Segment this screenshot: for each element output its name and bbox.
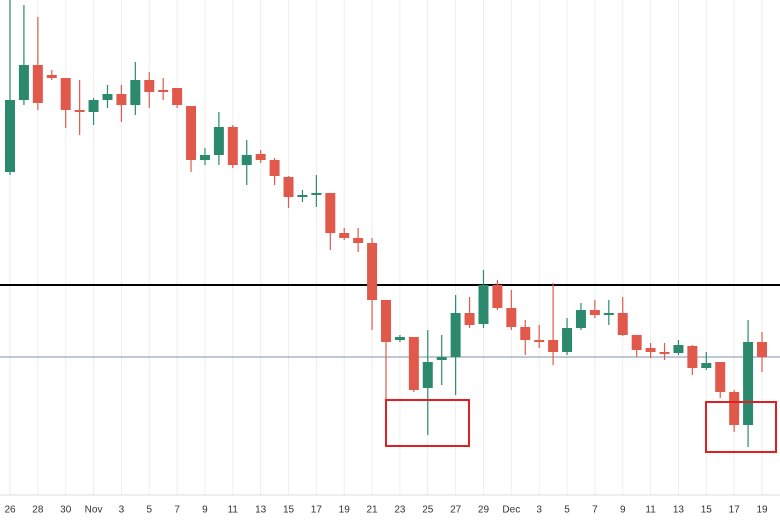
candle-body: [60, 78, 71, 110]
x-tick-label: 13: [673, 505, 685, 516]
x-tick-label: 26: [4, 505, 16, 516]
candle-body: [548, 340, 559, 352]
x-tick-label: Dec: [502, 505, 520, 516]
candle-body: [158, 90, 169, 92]
x-tick-label: 7: [174, 505, 180, 516]
candle-body: [186, 106, 197, 160]
candle-body: [269, 160, 280, 176]
candle-body: [589, 310, 600, 315]
highlight-box: [705, 401, 777, 453]
candle-body: [311, 193, 322, 195]
candle-body: [172, 88, 183, 105]
candle-body: [617, 313, 628, 335]
candle-body: [353, 238, 364, 243]
x-tick-label: 11: [228, 505, 239, 516]
candle-body: [436, 357, 447, 360]
x-tick-label: 3: [119, 505, 125, 516]
x-tick-label: 5: [564, 505, 570, 516]
candle-body: [464, 313, 475, 325]
x-tick-label: 21: [367, 505, 379, 516]
candle-body: [381, 300, 391, 342]
highlight-box: [385, 399, 470, 447]
candle-body: [130, 80, 141, 105]
candle-body: [102, 94, 113, 100]
candle-body: [450, 313, 461, 357]
candle-body: [241, 155, 252, 165]
candle-body: [729, 392, 740, 425]
candle-body: [534, 340, 545, 342]
candle-body: [408, 337, 419, 390]
candle-body: [32, 65, 43, 103]
x-tick-label: 11: [645, 505, 656, 516]
candle-body: [757, 342, 767, 357]
x-tick-label: 13: [255, 505, 267, 516]
x-axis-labels: 26 28 30 Nov 3 5 7 9 11 13 15 17 19 21 23 25 27 29 Dec 3 5 7 9…: [4, 505, 768, 516]
candles: [5, 0, 767, 447]
candle-body: [394, 337, 405, 340]
x-tick-label: 17: [729, 505, 741, 516]
candle-body: [116, 94, 127, 105]
candle-body: [255, 154, 266, 160]
x-tick-label: 15: [283, 505, 295, 516]
candle-body: [74, 110, 85, 112]
candle-body: [659, 352, 670, 354]
candle-body: [673, 345, 684, 353]
x-tick-label: 19: [756, 505, 768, 516]
x-tick-label: 3: [536, 505, 542, 516]
candle-body: [144, 80, 155, 92]
x-tick-label: 9: [620, 505, 626, 516]
x-tick-label: 5: [146, 505, 152, 516]
candle-body: [645, 348, 656, 352]
candle-body: [743, 342, 754, 425]
candle-body: [562, 328, 573, 352]
candle-body: [520, 327, 531, 340]
candle-body: [631, 335, 642, 350]
candle-body: [603, 313, 614, 315]
candle-body: [687, 346, 698, 368]
x-tick-label: 19: [339, 505, 351, 516]
candle-body: [227, 127, 238, 165]
candle-body: [339, 233, 350, 238]
candle-body: [18, 65, 29, 100]
candle-body: [199, 155, 210, 160]
x-tick-label: 15: [701, 505, 713, 516]
candle-body: [367, 243, 378, 300]
candle-body: [46, 75, 57, 78]
x-tick-label: 17: [311, 505, 323, 516]
x-tick-label: 9: [202, 505, 208, 516]
candle-body: [478, 285, 489, 324]
x-tick-label: Nov: [85, 505, 103, 516]
candle-body: [5, 100, 15, 172]
candle-body: [506, 308, 517, 327]
candle-body: [325, 193, 336, 233]
x-tick-label: 25: [422, 505, 434, 516]
x-tick-label: 30: [60, 505, 72, 516]
x-tick-label: 23: [394, 505, 406, 516]
x-tick-label: 27: [450, 505, 462, 516]
candle-body: [715, 362, 726, 392]
candle-body: [213, 127, 224, 155]
candle-body: [492, 285, 503, 308]
candle-body: [701, 363, 712, 368]
x-tick-label: 28: [32, 505, 44, 516]
x-tick-label: 7: [592, 505, 598, 516]
candle-body: [422, 362, 433, 388]
candle-body: [575, 310, 586, 328]
candle-body: [297, 195, 308, 197]
candle-body: [88, 100, 99, 112]
x-tick-label: 29: [478, 505, 490, 516]
candle-body: [283, 177, 294, 197]
